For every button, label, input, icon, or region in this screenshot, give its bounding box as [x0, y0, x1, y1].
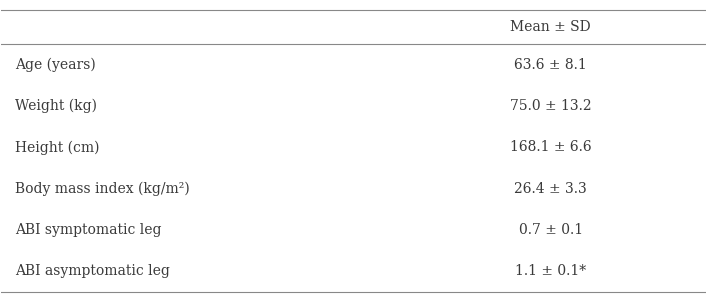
Text: 63.6 ± 8.1: 63.6 ± 8.1 [514, 58, 587, 72]
Text: 1.1 ± 0.1*: 1.1 ± 0.1* [515, 264, 586, 278]
Text: ABI asymptomatic leg: ABI asymptomatic leg [16, 264, 170, 278]
Text: Age (years): Age (years) [16, 58, 96, 72]
Text: 0.7 ± 0.1: 0.7 ± 0.1 [519, 223, 583, 237]
Text: ABI symptomatic leg: ABI symptomatic leg [16, 223, 162, 237]
Text: Mean ± SD: Mean ± SD [510, 20, 591, 34]
Text: Body mass index (kg/m²): Body mass index (kg/m²) [16, 181, 190, 196]
Text: Height (cm): Height (cm) [16, 140, 100, 155]
Text: Weight (kg): Weight (kg) [16, 99, 98, 113]
Text: 26.4 ± 3.3: 26.4 ± 3.3 [514, 181, 587, 196]
Text: 168.1 ± 6.6: 168.1 ± 6.6 [510, 141, 592, 154]
Text: 75.0 ± 13.2: 75.0 ± 13.2 [510, 99, 592, 113]
